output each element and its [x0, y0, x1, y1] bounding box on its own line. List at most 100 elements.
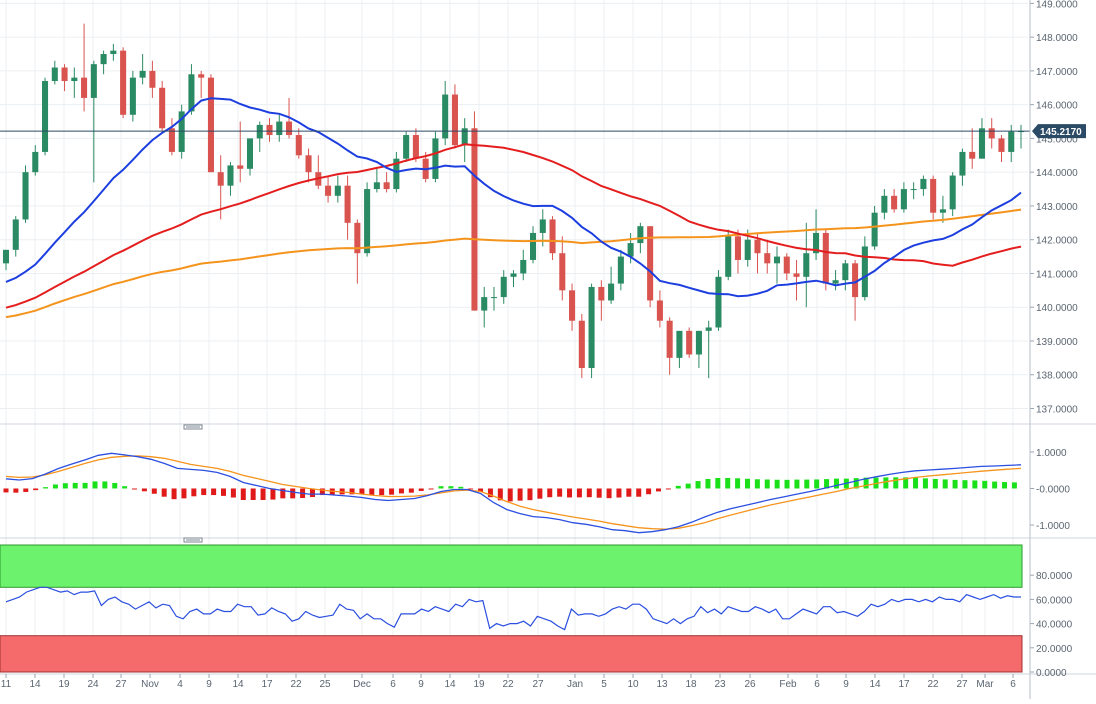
- macd-histogram-bar: [52, 484, 58, 489]
- date-tick-label: 11: [1, 679, 12, 690]
- candle-body: [725, 236, 732, 277]
- candle-body: [578, 320, 585, 368]
- macd-histogram-bar: [201, 488, 207, 496]
- macd-histogram-bar: [804, 479, 810, 489]
- macd-histogram-bar: [695, 481, 701, 489]
- candle-body: [647, 226, 654, 301]
- macd-histogram-bar: [833, 478, 839, 489]
- date-tick-label: 19: [58, 679, 70, 690]
- macd-histogram-bar: [280, 488, 286, 499]
- macd-histogram-bar: [992, 481, 998, 489]
- candle-body: [1008, 131, 1015, 152]
- macd-histogram-bar: [468, 488, 474, 490]
- candle-body: [276, 121, 283, 136]
- date-tick-label: 9: [206, 679, 212, 690]
- date-tick-label: Jan: [567, 679, 583, 690]
- macd-histogram-bar: [517, 488, 523, 501]
- rsi-oversold-band: [0, 635, 1023, 673]
- date-tick-label: 17: [898, 679, 910, 690]
- macd-histogram-bar: [586, 488, 592, 498]
- candle-body: [266, 124, 273, 136]
- candle-body: [656, 300, 663, 321]
- macd-histogram-bar: [596, 488, 602, 498]
- macd-histogram-bar: [122, 486, 128, 489]
- macd-line: [5, 452, 1022, 534]
- date-tick-label: 27: [956, 679, 968, 690]
- macd-histogram-bar: [62, 483, 68, 489]
- price-tick-label: 148.0000: [1036, 33, 1078, 44]
- ma-100-line: [5, 143, 1022, 309]
- candle-body: [325, 185, 332, 196]
- macd-histogram-bar: [646, 488, 652, 495]
- price-tick-label: 149.0000: [1036, 0, 1078, 10]
- candle-body: [695, 330, 702, 355]
- macd-histogram-bar: [23, 488, 29, 492]
- price-tick-label: 141.0000: [1036, 269, 1078, 280]
- candle-body: [393, 158, 400, 190]
- date-tick-label: Dec: [353, 679, 371, 690]
- price-tick-label: 147.0000: [1036, 67, 1078, 78]
- candle-body: [188, 74, 195, 112]
- macd-histogram-bar: [141, 488, 147, 492]
- macd-histogram-bar: [221, 488, 226, 496]
- macd-histogram-bar: [43, 487, 49, 489]
- macd-histogram-bar: [458, 486, 464, 489]
- candle-body: [451, 94, 458, 146]
- candle-body: [461, 128, 468, 146]
- candle-body: [969, 151, 976, 159]
- panel-resize-handles[interactable]: [183, 424, 203, 543]
- candle-body: [881, 195, 888, 213]
- macd-histogram-bar: [369, 488, 375, 495]
- macd-histogram-bar: [715, 477, 721, 489]
- date-tick-label: Feb: [779, 679, 797, 690]
- macd-histogram-bar: [665, 488, 671, 490]
- macd-histogram-bar: [161, 488, 167, 497]
- macd-histogram-bar: [705, 478, 711, 489]
- rsi-tick-label: 40.0000: [1036, 620, 1073, 631]
- candle-body: [81, 77, 88, 98]
- macd-histogram-bar: [636, 488, 642, 497]
- macd-histogram-bar: [230, 488, 236, 498]
- macd-histogram-bar: [913, 477, 919, 489]
- macd-histogram-bar: [754, 479, 760, 489]
- date-tick-label: 22: [290, 679, 302, 690]
- candle-body: [42, 81, 49, 152]
- candle-body: [500, 276, 507, 298]
- macd-histogram-bar: [389, 488, 395, 495]
- candle-body: [637, 226, 644, 244]
- candle-body: [481, 297, 488, 311]
- macd-histogram-bar: [922, 478, 928, 489]
- macd-histogram-bar: [112, 482, 118, 489]
- macd-histogram-bar: [824, 479, 830, 489]
- candle-body: [949, 175, 956, 210]
- candle-body: [773, 256, 781, 264]
- macd-histogram-bar: [398, 488, 404, 494]
- macd-tick-label: -0.0000: [1036, 484, 1070, 495]
- candle-body: [178, 111, 185, 152]
- candle-body: [168, 128, 175, 152]
- rsi-overbought-band: [0, 544, 1023, 588]
- axis-labels: 149.0000 148.0000 147.0000 146.0000 145.0000…: [1, 0, 1086, 690]
- macd-histogram-bar: [82, 482, 88, 489]
- candle-body: [764, 253, 771, 264]
- price-tick-label: 142.0000: [1036, 236, 1078, 247]
- macd-histogram-bar: [211, 488, 217, 496]
- date-tick-label: 5: [601, 679, 607, 690]
- macd-histogram-bar: [191, 488, 197, 497]
- macd-histogram-bar: [250, 488, 256, 500]
- candle-body: [207, 77, 214, 173]
- macd-tick-label: 1.0000: [1036, 448, 1067, 459]
- date-tick-label: 22: [502, 679, 514, 690]
- candle-body: [32, 151, 39, 173]
- candle-body: [383, 182, 390, 190]
- macd-histogram-bar: [102, 481, 108, 489]
- candle-body: [783, 256, 790, 274]
- macd-histogram-bar: [171, 488, 177, 500]
- price-tick-label: 137.0000: [1036, 404, 1078, 415]
- candle-body: [373, 182, 380, 190]
- candle-body: [227, 165, 234, 186]
- macd-histogram-bar: [507, 488, 513, 502]
- candle-body: [930, 178, 937, 213]
